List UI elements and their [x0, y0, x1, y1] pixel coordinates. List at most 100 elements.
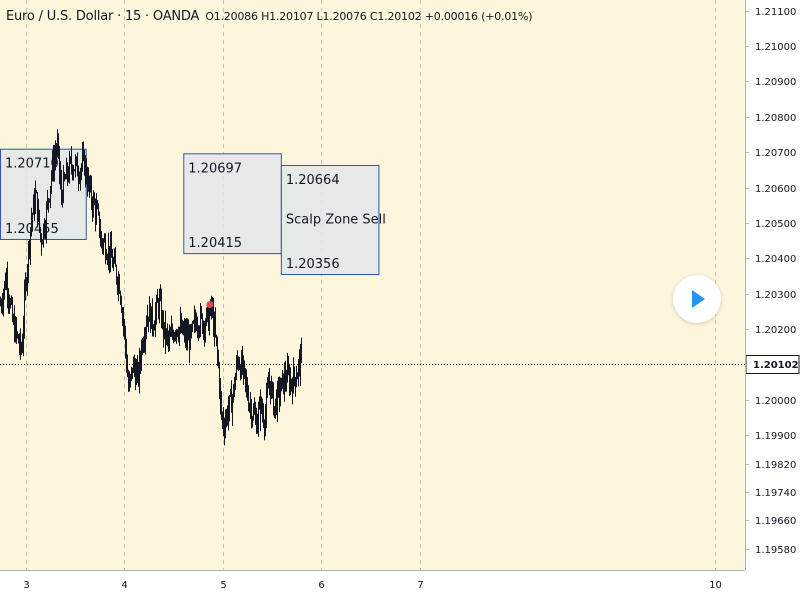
candle	[110, 232, 111, 273]
candle	[61, 169, 62, 206]
candle-body	[143, 343, 144, 350]
candle	[283, 373, 284, 395]
candle	[52, 150, 53, 182]
candle-body	[249, 405, 250, 409]
candle-body	[59, 146, 60, 171]
candle-body	[261, 399, 262, 411]
candle	[182, 319, 183, 335]
candle-body	[53, 157, 54, 173]
candle	[131, 366, 132, 382]
zone-rect[interactable]	[183, 153, 282, 255]
zone-rect[interactable]	[280, 164, 380, 276]
time-axis[interactable]: 3 4 5 6 7 10	[23, 580, 722, 591]
candle	[158, 297, 159, 320]
candle-body	[275, 398, 276, 407]
candle	[150, 302, 151, 333]
candle	[186, 318, 187, 351]
candle-body	[223, 417, 224, 429]
candle-body	[151, 306, 152, 329]
candle	[271, 375, 272, 400]
candle-body	[174, 334, 175, 340]
candle	[10, 297, 11, 309]
candle-body	[9, 300, 10, 307]
candle	[203, 320, 204, 340]
candle	[28, 240, 29, 284]
x-tick-label: 7	[417, 580, 423, 591]
candle-body	[31, 220, 32, 229]
candle-body	[18, 335, 19, 343]
candle	[202, 313, 203, 334]
candle	[221, 391, 222, 420]
candle	[184, 317, 185, 343]
price-axis[interactable]: 1.21100 1.21000 1.20900 1.20800 1.20700 1.206…	[745, 7, 800, 556]
candle-body	[116, 266, 117, 281]
candle-body	[101, 233, 102, 242]
candle-body	[190, 327, 191, 350]
zone-top-label: 1.20664	[286, 173, 340, 188]
candle	[199, 325, 200, 339]
zone-box[interactable]: 1.20664 1.20356 Scalp Zone Sell	[280, 164, 386, 276]
candle-body	[274, 406, 275, 414]
symbol-title[interactable]: Euro / U.S. Dollar · 15 · OANDA	[6, 9, 200, 24]
candle-body	[155, 312, 156, 328]
candle	[172, 323, 173, 340]
candle	[53, 144, 54, 182]
candle-body	[208, 307, 209, 330]
candle-body	[266, 394, 267, 416]
candle	[62, 189, 63, 208]
candle	[164, 322, 165, 340]
candle-body	[242, 356, 243, 371]
candle-body	[78, 175, 79, 179]
candle	[128, 369, 129, 392]
candle	[106, 248, 107, 261]
candle	[228, 396, 229, 431]
candle	[234, 376, 235, 397]
candle	[246, 369, 247, 398]
candle-body	[298, 363, 299, 376]
high-label: H	[261, 10, 270, 23]
candle	[135, 358, 136, 391]
candle	[105, 233, 106, 265]
candle-body	[2, 305, 3, 307]
play-icon	[692, 290, 705, 308]
candle-body	[117, 280, 118, 288]
candle	[39, 209, 40, 232]
candle-body	[40, 228, 41, 238]
candle	[215, 307, 216, 338]
candle	[288, 355, 289, 376]
candle	[249, 402, 250, 413]
candle	[31, 207, 32, 237]
candle	[240, 364, 241, 381]
candle	[245, 368, 246, 393]
candle-body	[67, 164, 68, 177]
candle	[294, 366, 295, 387]
candle	[259, 396, 260, 410]
current-price-label: 1.20102	[753, 360, 799, 371]
candle-body	[245, 368, 246, 380]
candle-body	[50, 186, 51, 200]
overlay-group	[0, 300, 745, 365]
play-button[interactable]	[673, 275, 721, 323]
zone-bottom-label: 1.20356	[286, 257, 340, 272]
candle	[16, 317, 17, 344]
candle	[45, 219, 46, 240]
zone-box[interactable]: 1.20697 1.20415	[183, 153, 282, 255]
candle	[187, 318, 188, 351]
candle	[143, 336, 144, 354]
candle	[281, 377, 282, 392]
candle	[137, 354, 138, 384]
candle-body	[177, 330, 178, 336]
candle-body	[301, 350, 302, 353]
candle	[193, 319, 194, 324]
candle-body	[22, 344, 23, 352]
candle	[232, 394, 233, 426]
candle	[73, 164, 74, 181]
candle-body	[23, 326, 24, 345]
y-tick-label: 1.21000	[755, 42, 796, 53]
change-value: +0.00016 (+0.01%)	[424, 10, 533, 23]
candle-body	[73, 170, 74, 174]
candle	[273, 382, 274, 416]
candle-body	[239, 365, 240, 368]
